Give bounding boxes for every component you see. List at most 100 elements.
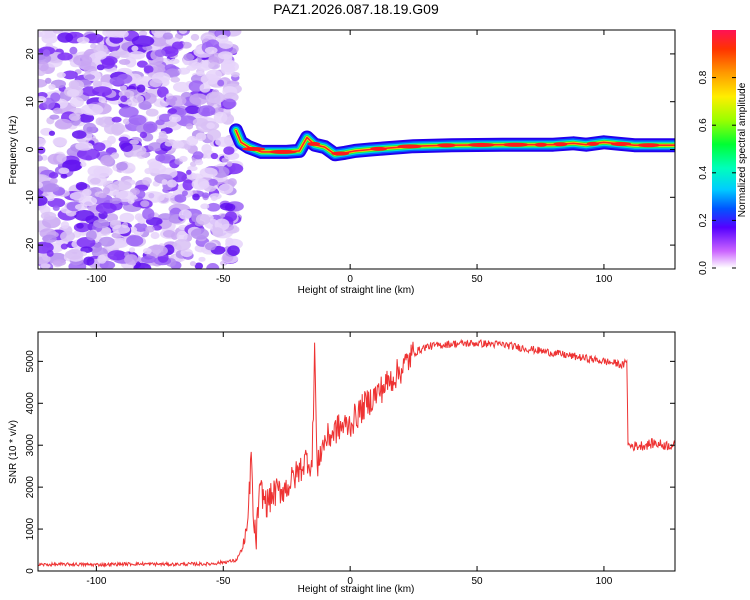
noise-speckle [128,114,147,126]
noise-speckle [172,81,191,93]
noise-speckle [174,194,187,203]
y-tick-label: 2000 [25,476,36,499]
spectrogram-x-label: Height of straight line (km) [298,285,415,296]
noise-speckle [84,74,96,80]
noise-speckle [132,94,144,104]
noise-speckle [158,113,172,122]
noise-speckle [149,78,162,88]
noise-speckle [83,256,95,266]
noise-speckle [48,130,56,136]
noise-speckle [129,247,136,253]
noise-speckle [38,78,48,88]
noise-speckle [216,34,229,44]
noise-speckle [131,45,139,52]
noise-speckle [68,80,80,90]
noise-speckle [147,142,163,152]
noise-speckle [60,243,68,250]
noise-speckle [165,95,187,107]
noise-speckle [92,86,112,97]
noise-speckle [80,103,104,116]
noise-speckle [96,64,105,71]
noise-speckle [76,148,101,161]
noise-speckle [111,152,120,159]
colorbar-tick-label: 0.6 [698,118,709,132]
noise-speckle [119,212,135,223]
noise-speckle [78,113,95,123]
noise-speckle [211,195,218,202]
noise-speckle [98,193,107,199]
noise-speckle [192,117,209,127]
noise-speckle [126,235,144,247]
noise-speckle [110,50,121,57]
noise-speckle [93,142,106,152]
ridge-hotspot [370,146,388,151]
noise-speckle [170,140,184,149]
colorbar-tick-label: 0.4 [698,165,709,179]
noise-speckle [52,30,64,34]
snr-y-label: SNR (10 * v/v) [8,420,19,484]
noise-speckle [150,35,168,47]
noise-speckle [93,219,110,229]
noise-speckle [206,202,221,212]
noise-speckle [86,230,97,241]
noise-speckle [76,222,84,229]
x-tick-label: -100 [86,576,106,587]
noise-speckle [38,146,46,154]
noise-speckle [138,100,152,111]
ridge-hotspot [637,143,660,148]
x-tick-label: 0 [347,274,353,285]
noise-speckle [163,192,175,199]
noise-speckle [89,177,101,185]
noise-speckle [182,179,194,191]
noise-speckle [176,230,188,242]
noise-speckle [117,50,131,58]
snr-line [38,338,675,568]
noise-speckle [40,263,51,269]
y-tick-label: 0 [25,568,36,574]
noise-speckle [205,91,225,104]
noise-speckle [212,227,224,238]
noise-speckle [120,142,133,153]
noise-speckle [161,179,168,185]
noise-speckle [195,213,211,225]
noise-speckle [150,231,160,240]
noise-speckle [191,178,210,190]
noise-speckle [204,46,218,55]
frequency-ridge [229,123,675,162]
noise-speckle [92,80,103,87]
noise-speckle [194,262,204,269]
noise-speckle [227,245,240,256]
spectrogram-y-label: Frequency (Hz) [8,116,19,185]
y-tick-label: 20 [25,48,36,60]
noise-speckle [192,193,200,201]
ridge-hotspot [502,142,529,147]
noise-speckle [131,35,155,47]
noise-speckle [223,146,235,155]
noise-speckle [195,132,207,142]
noise-speckle [173,239,191,251]
noise-speckle [200,203,210,210]
noise-speckle [118,59,131,65]
noise-speckle [68,113,81,121]
noise-speckle [146,244,168,257]
x-tick-label: 0 [347,576,353,587]
noise-speckle [60,221,70,229]
noise-speckle [190,228,210,240]
y-tick-label: 1000 [25,518,36,541]
noise-speckle [107,135,116,145]
noise-speckle [210,152,219,160]
noise-speckle [94,50,107,60]
noise-speckle [176,115,198,127]
y-tick-label: 4000 [25,392,36,415]
noise-speckle [52,259,67,267]
noise-speckle [187,165,198,172]
noise-speckle [38,137,47,146]
noise-speckle [224,203,236,212]
noise-speckle [189,93,208,106]
noise-speckle [124,91,131,97]
colorbar-gradient [712,30,736,268]
noise-speckle [208,62,221,70]
noise-speckle [222,98,237,109]
noise-speckle [157,86,169,98]
noise-speckle [128,50,146,60]
